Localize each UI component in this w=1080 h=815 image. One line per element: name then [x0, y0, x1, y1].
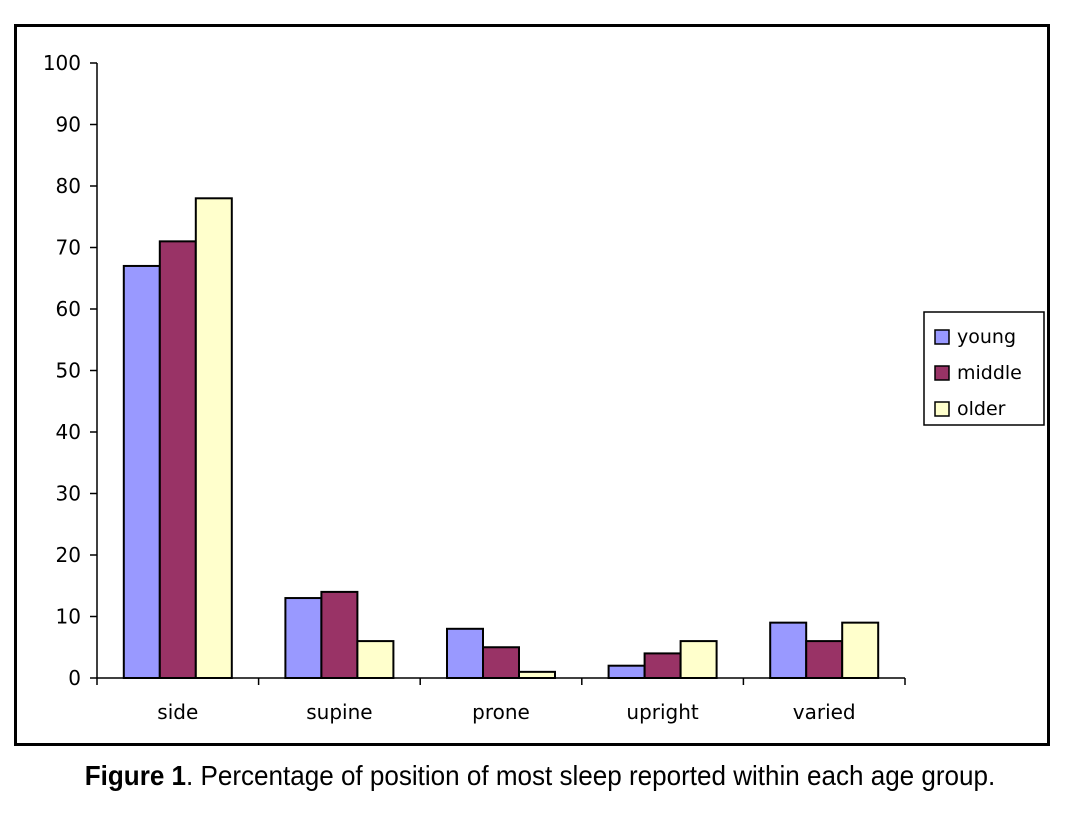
y-tick-label: 30	[56, 482, 81, 506]
bar-older-upright	[679, 640, 718, 679]
bar-young-prone	[446, 627, 484, 679]
y-tick-label: 40	[56, 420, 81, 444]
y-tick-label: 60	[56, 297, 81, 321]
legend: young middle older	[923, 311, 1045, 426]
x-tick-label-side: side	[157, 700, 198, 724]
x-tick-label-supine: supine	[306, 700, 372, 724]
bar-middle-varied	[805, 640, 844, 679]
y-tick-label: 10	[56, 605, 81, 629]
legend-swatch-middle	[934, 365, 950, 381]
bar-middle-prone	[482, 646, 520, 679]
legend-label-young: young	[957, 326, 1016, 348]
figure-caption: Figure 1. Percentage of position of most…	[38, 760, 1042, 792]
caption-label: Figure 1	[84, 760, 187, 791]
bar-middle-side	[158, 240, 197, 679]
x-tick-label-varied: varied	[793, 700, 856, 724]
bar-older-side	[194, 197, 233, 680]
legend-swatch-older	[934, 401, 950, 417]
bar-young-upright	[607, 664, 646, 680]
y-tick-label: 90	[56, 113, 81, 137]
y-tick-label: 0	[68, 666, 81, 690]
y-tick-label: 100	[43, 51, 81, 75]
y-tick-label: 50	[56, 359, 81, 383]
bar-older-supine	[356, 640, 395, 679]
bar-older-varied	[841, 621, 880, 680]
y-tick-label: 70	[56, 236, 81, 260]
y-tick-label: 80	[56, 174, 81, 198]
bar-young-supine	[284, 597, 323, 679]
bars	[122, 197, 880, 680]
bar-young-side	[122, 264, 161, 679]
y-tick-label: 20	[56, 543, 81, 567]
legend-label-older: older	[957, 398, 1006, 420]
bar-middle-supine	[320, 590, 359, 680]
legend-label-middle: middle	[957, 362, 1022, 384]
bar-young-varied	[769, 621, 808, 680]
bar-older-prone	[518, 670, 556, 679]
x-tick-label-prone: prone	[472, 700, 530, 724]
caption-text: . Percentage of position of most sleep r…	[186, 760, 996, 791]
legend-swatch-young	[934, 329, 950, 345]
x-tick-label-upright: upright	[626, 700, 699, 724]
bar-middle-upright	[643, 652, 682, 680]
